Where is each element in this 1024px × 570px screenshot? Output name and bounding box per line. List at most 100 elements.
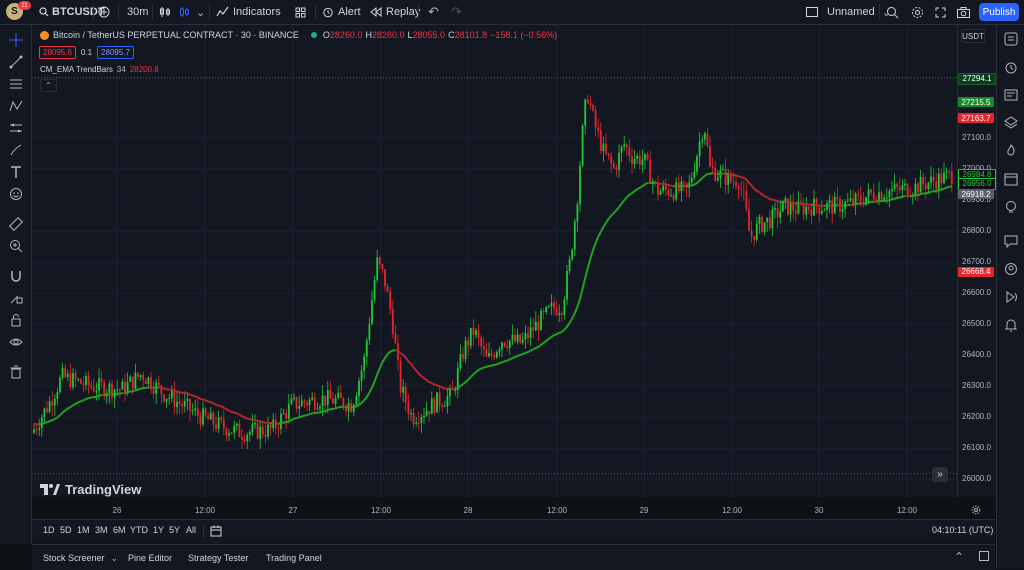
news-icon[interactable]	[1002, 86, 1020, 104]
candle-body	[920, 177, 922, 193]
range-1d[interactable]: 1D	[43, 525, 55, 535]
range-1m[interactable]: 1M	[77, 525, 90, 535]
lock-icon[interactable]	[6, 311, 26, 329]
candle-body	[395, 334, 397, 343]
range-5d[interactable]: 5D	[60, 525, 72, 535]
ema-trend-segment	[515, 356, 518, 357]
candle-body	[790, 203, 792, 215]
bar-style-button[interactable]	[159, 0, 171, 24]
ideas-icon[interactable]	[1002, 198, 1020, 216]
broadcast-icon[interactable]	[1002, 288, 1020, 306]
candles-icon	[178, 6, 190, 18]
chevron-up-icon[interactable]: ⌃	[954, 550, 964, 564]
candle-body	[257, 423, 259, 439]
hotlist-icon[interactable]	[1002, 142, 1020, 160]
text-icon[interactable]	[6, 163, 26, 181]
indicator-legend[interactable]: CM_EMA TrendBars 34 28200.8	[40, 65, 159, 74]
eye-icon[interactable]	[6, 333, 26, 351]
indicators-button[interactable]: Indicators	[216, 0, 281, 24]
tab-pine-editor[interactable]: Pine Editor	[128, 553, 172, 563]
notifications-icon[interactable]	[1002, 316, 1020, 334]
range-5y[interactable]: 5Y	[169, 525, 180, 535]
red-price-box: 27163.7	[958, 113, 994, 123]
ema-trend-segment	[310, 413, 313, 414]
ema-trend-segment	[388, 352, 391, 355]
lock-drawings-icon[interactable]	[6, 289, 26, 307]
candle-body	[761, 217, 763, 232]
candle-body	[712, 166, 714, 168]
tab-trading-panel[interactable]: Trading Panel	[266, 553, 322, 563]
candle-body	[293, 397, 295, 399]
brush-icon[interactable]	[6, 141, 26, 159]
calendar-icon[interactable]	[1002, 170, 1020, 188]
candle-body	[57, 392, 59, 399]
watchlist-icon[interactable]	[1002, 30, 1020, 48]
chevron-down-icon[interactable]: ⌄	[196, 0, 205, 24]
measure-lines-icon[interactable]	[6, 119, 26, 137]
settings-button[interactable]	[911, 0, 924, 24]
fib-icon[interactable]	[6, 75, 26, 93]
alert-button[interactable]: Alert	[322, 0, 361, 24]
ema-trend-segment	[86, 398, 89, 399]
quick-search-button[interactable]	[886, 0, 899, 24]
pattern-icon[interactable]	[6, 97, 26, 115]
candle-body	[696, 156, 698, 171]
layers-icon[interactable]	[1002, 114, 1020, 132]
streams-icon[interactable]	[1002, 260, 1020, 278]
candle-body	[535, 322, 537, 331]
currency-button[interactable]: USDT	[961, 29, 985, 43]
tab-stock-screener[interactable]: Stock Screener⌄	[43, 553, 118, 564]
alerts-clock-icon[interactable]	[1002, 58, 1020, 76]
ema-trend-segment	[785, 202, 788, 203]
candle-body	[545, 307, 547, 312]
maximize-panel-button[interactable]	[979, 551, 989, 563]
crosshair-icon[interactable]	[6, 31, 26, 49]
symbol-search[interactable]: BTCUSDT	[39, 0, 105, 24]
candle-body	[597, 127, 599, 130]
candle-body	[792, 203, 794, 211]
templates-button[interactable]	[295, 0, 306, 24]
candlestick-chart[interactable]	[32, 25, 957, 497]
candle-body	[142, 375, 144, 380]
ema-trend-segment	[902, 196, 905, 197]
ema-trend-segment	[616, 207, 619, 210]
camera-icon	[957, 7, 970, 18]
candles-button[interactable]	[178, 0, 190, 24]
chat-icon[interactable]	[1002, 232, 1020, 250]
collapse-legend-button[interactable]: ⌃	[40, 79, 57, 92]
range-ytd[interactable]: YTD	[130, 525, 148, 535]
axis-settings-gear-icon[interactable]	[971, 505, 981, 518]
fullscreen-button[interactable]	[935, 0, 946, 24]
candle-body	[291, 399, 293, 404]
scroll-to-realtime-button[interactable]: »	[932, 467, 948, 482]
ema-trend-segment	[338, 407, 341, 408]
redo-icon[interactable]: ↷	[451, 0, 462, 24]
range-all[interactable]: All	[186, 525, 196, 535]
range-1y[interactable]: 1Y	[153, 525, 164, 535]
undo-icon[interactable]: ↶	[428, 0, 439, 24]
publish-button[interactable]: Publish	[979, 3, 1019, 21]
ema-trend-segment	[375, 374, 378, 381]
ruler-icon[interactable]	[6, 215, 26, 233]
zoom-icon[interactable]	[6, 237, 26, 255]
buy-price-box[interactable]: 28095.7	[97, 46, 134, 59]
sell-price-box[interactable]: 28095.6	[39, 46, 76, 59]
replay-button[interactable]: Replay	[370, 0, 420, 24]
chart-pane[interactable]	[32, 25, 957, 497]
trash-icon[interactable]	[6, 363, 26, 381]
emoji-icon[interactable]	[6, 185, 26, 203]
tab-strategy-tester[interactable]: Strategy Tester	[188, 553, 248, 563]
goto-date-button[interactable]	[210, 525, 222, 540]
ema-trend-segment	[237, 413, 240, 414]
interval-button[interactable]: 30m	[127, 0, 148, 24]
snapshot-button[interactable]	[957, 0, 970, 24]
ema-trend-segment	[733, 175, 736, 176]
ema-trend-segment	[442, 388, 445, 389]
range-3m[interactable]: 3M	[95, 525, 108, 535]
trendline-icon[interactable]	[6, 53, 26, 71]
range-6m[interactable]: 6M	[113, 525, 126, 535]
compare-button[interactable]	[98, 0, 110, 24]
magnet-icon[interactable]	[6, 267, 26, 285]
ema-trend-segment	[135, 389, 138, 390]
utc-clock[interactable]: 04:10:11 (UTC)	[932, 525, 993, 535]
